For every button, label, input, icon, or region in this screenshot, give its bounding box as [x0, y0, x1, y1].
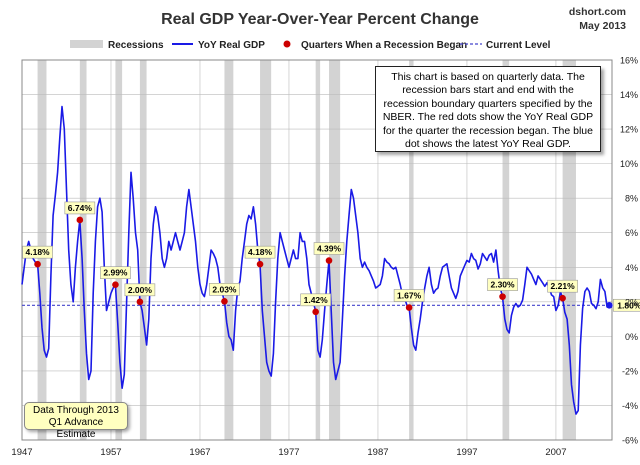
- latest-label: 1.80%: [617, 300, 640, 310]
- value-label-box: [124, 283, 156, 297]
- y-tick-label: 0%: [625, 332, 638, 342]
- gdp-line: [21, 105, 610, 415]
- value-label-box: [487, 278, 518, 291]
- value-label: 1.42%: [304, 295, 329, 305]
- recession-bar: [139, 60, 147, 440]
- recession-start-dot: [499, 293, 506, 300]
- gdp-series: [21, 105, 610, 415]
- legend-recessions-label: Recessions: [108, 40, 164, 51]
- y-tick-label: -2%: [622, 366, 638, 376]
- value-label: 2.00%: [128, 285, 153, 295]
- y-tick-label: 4%: [625, 263, 638, 273]
- recession-bar: [115, 60, 123, 440]
- value-label: 4.18%: [26, 247, 51, 257]
- recession-start-dot: [312, 308, 319, 316]
- value-label-box: [547, 279, 578, 293]
- value-label-box: [244, 245, 276, 259]
- legend: Recessions YoY Real GDP Quarters When a …: [70, 40, 551, 51]
- chart-title: Real GDP Year-Over-Year Percent Change: [161, 11, 479, 28]
- value-label: 2.99%: [103, 268, 128, 278]
- legend-dots-label: Quarters When a Recession Began: [301, 40, 467, 51]
- plot-frame: [21, 59, 613, 441]
- y-tick-label: 8%: [625, 194, 638, 204]
- x-axis: 1947 1957 1967 1977 1987 1997 2007: [11, 447, 566, 458]
- value-label-box: [22, 245, 53, 259]
- legend-dot-swatch: [283, 40, 291, 48]
- recession-start-dot: [325, 257, 333, 264]
- recession-bar: [409, 60, 414, 440]
- latest-dot: [606, 301, 613, 309]
- recession-bar: [502, 60, 510, 440]
- x-tick-label: 1997: [456, 447, 477, 458]
- recession-bar: [562, 60, 576, 440]
- x-tick-label: 2007: [545, 447, 566, 458]
- y-tick-label: -6%: [622, 436, 638, 446]
- date-label: May 2013: [579, 20, 626, 32]
- recession-bar: [79, 60, 87, 440]
- x-tick-label: 1967: [189, 447, 210, 458]
- value-label-box: [393, 289, 425, 302]
- value-label-box: [209, 282, 240, 296]
- legend-line-label: YoY Real GDP: [198, 40, 265, 51]
- data-through-line1: Data Through 2013: [33, 405, 119, 416]
- value-label: 6.74%: [68, 203, 93, 213]
- recession-start-dot: [405, 304, 413, 311]
- y-tick-label: 16%: [620, 56, 638, 66]
- x-tick-label: 1987: [367, 447, 388, 458]
- x-tick-label: 1977: [278, 447, 299, 458]
- recession-start-dot: [221, 298, 228, 305]
- x-tick-label: 1957: [100, 447, 121, 458]
- y-tick-label: -4%: [622, 401, 638, 411]
- recession-start-markers: 4.18% 6.74% 2.99%2.00% 2.03% 4.18% 1.42% 4.39%…: [22, 201, 640, 316]
- legend-recession-swatch: [70, 40, 103, 48]
- value-label-box: [313, 242, 345, 255]
- recession-bar: [224, 60, 234, 440]
- latest-label-box: [613, 298, 640, 312]
- recession-start-dot: [136, 298, 144, 306]
- y-tick-label: 12%: [620, 125, 638, 135]
- value-label: 4.18%: [248, 247, 273, 257]
- value-label-box: [100, 266, 131, 280]
- recession-start-dot: [256, 260, 264, 268]
- data-through-line2: Q1 Advance Estimate: [48, 417, 104, 440]
- value-label: 4.39%: [317, 244, 342, 254]
- value-label: 2.30%: [490, 280, 515, 290]
- y-axis: 16% 14% 12% 10% 8% 6% 4% 2% 0% -2% -4% -6%: [620, 56, 638, 446]
- y-tick-label: 14%: [620, 90, 638, 100]
- recession-start-dot: [112, 281, 119, 289]
- data-through-label: Data Through 2013 Q1 Advance Estimate: [24, 402, 128, 440]
- y-tick-label: 6%: [625, 228, 638, 238]
- source-label: dshort.com: [569, 6, 626, 18]
- y-tick-label: 10%: [620, 159, 638, 169]
- value-label-box: [64, 201, 96, 215]
- value-label-box: [300, 293, 331, 307]
- recession-start-dot: [76, 216, 84, 224]
- y-tick-label: 2%: [625, 297, 638, 307]
- recession-start-dot: [34, 260, 41, 268]
- value-label: 2.03%: [212, 284, 237, 294]
- legend-current-label: Current Level: [486, 40, 551, 51]
- value-label: 1.67%: [397, 291, 422, 301]
- recession-start-dot: [559, 294, 566, 302]
- chart-note: This chart is based on quarterly data. T…: [375, 66, 601, 152]
- x-tick-label: 1947: [11, 447, 32, 458]
- value-label: 2.21%: [551, 281, 576, 291]
